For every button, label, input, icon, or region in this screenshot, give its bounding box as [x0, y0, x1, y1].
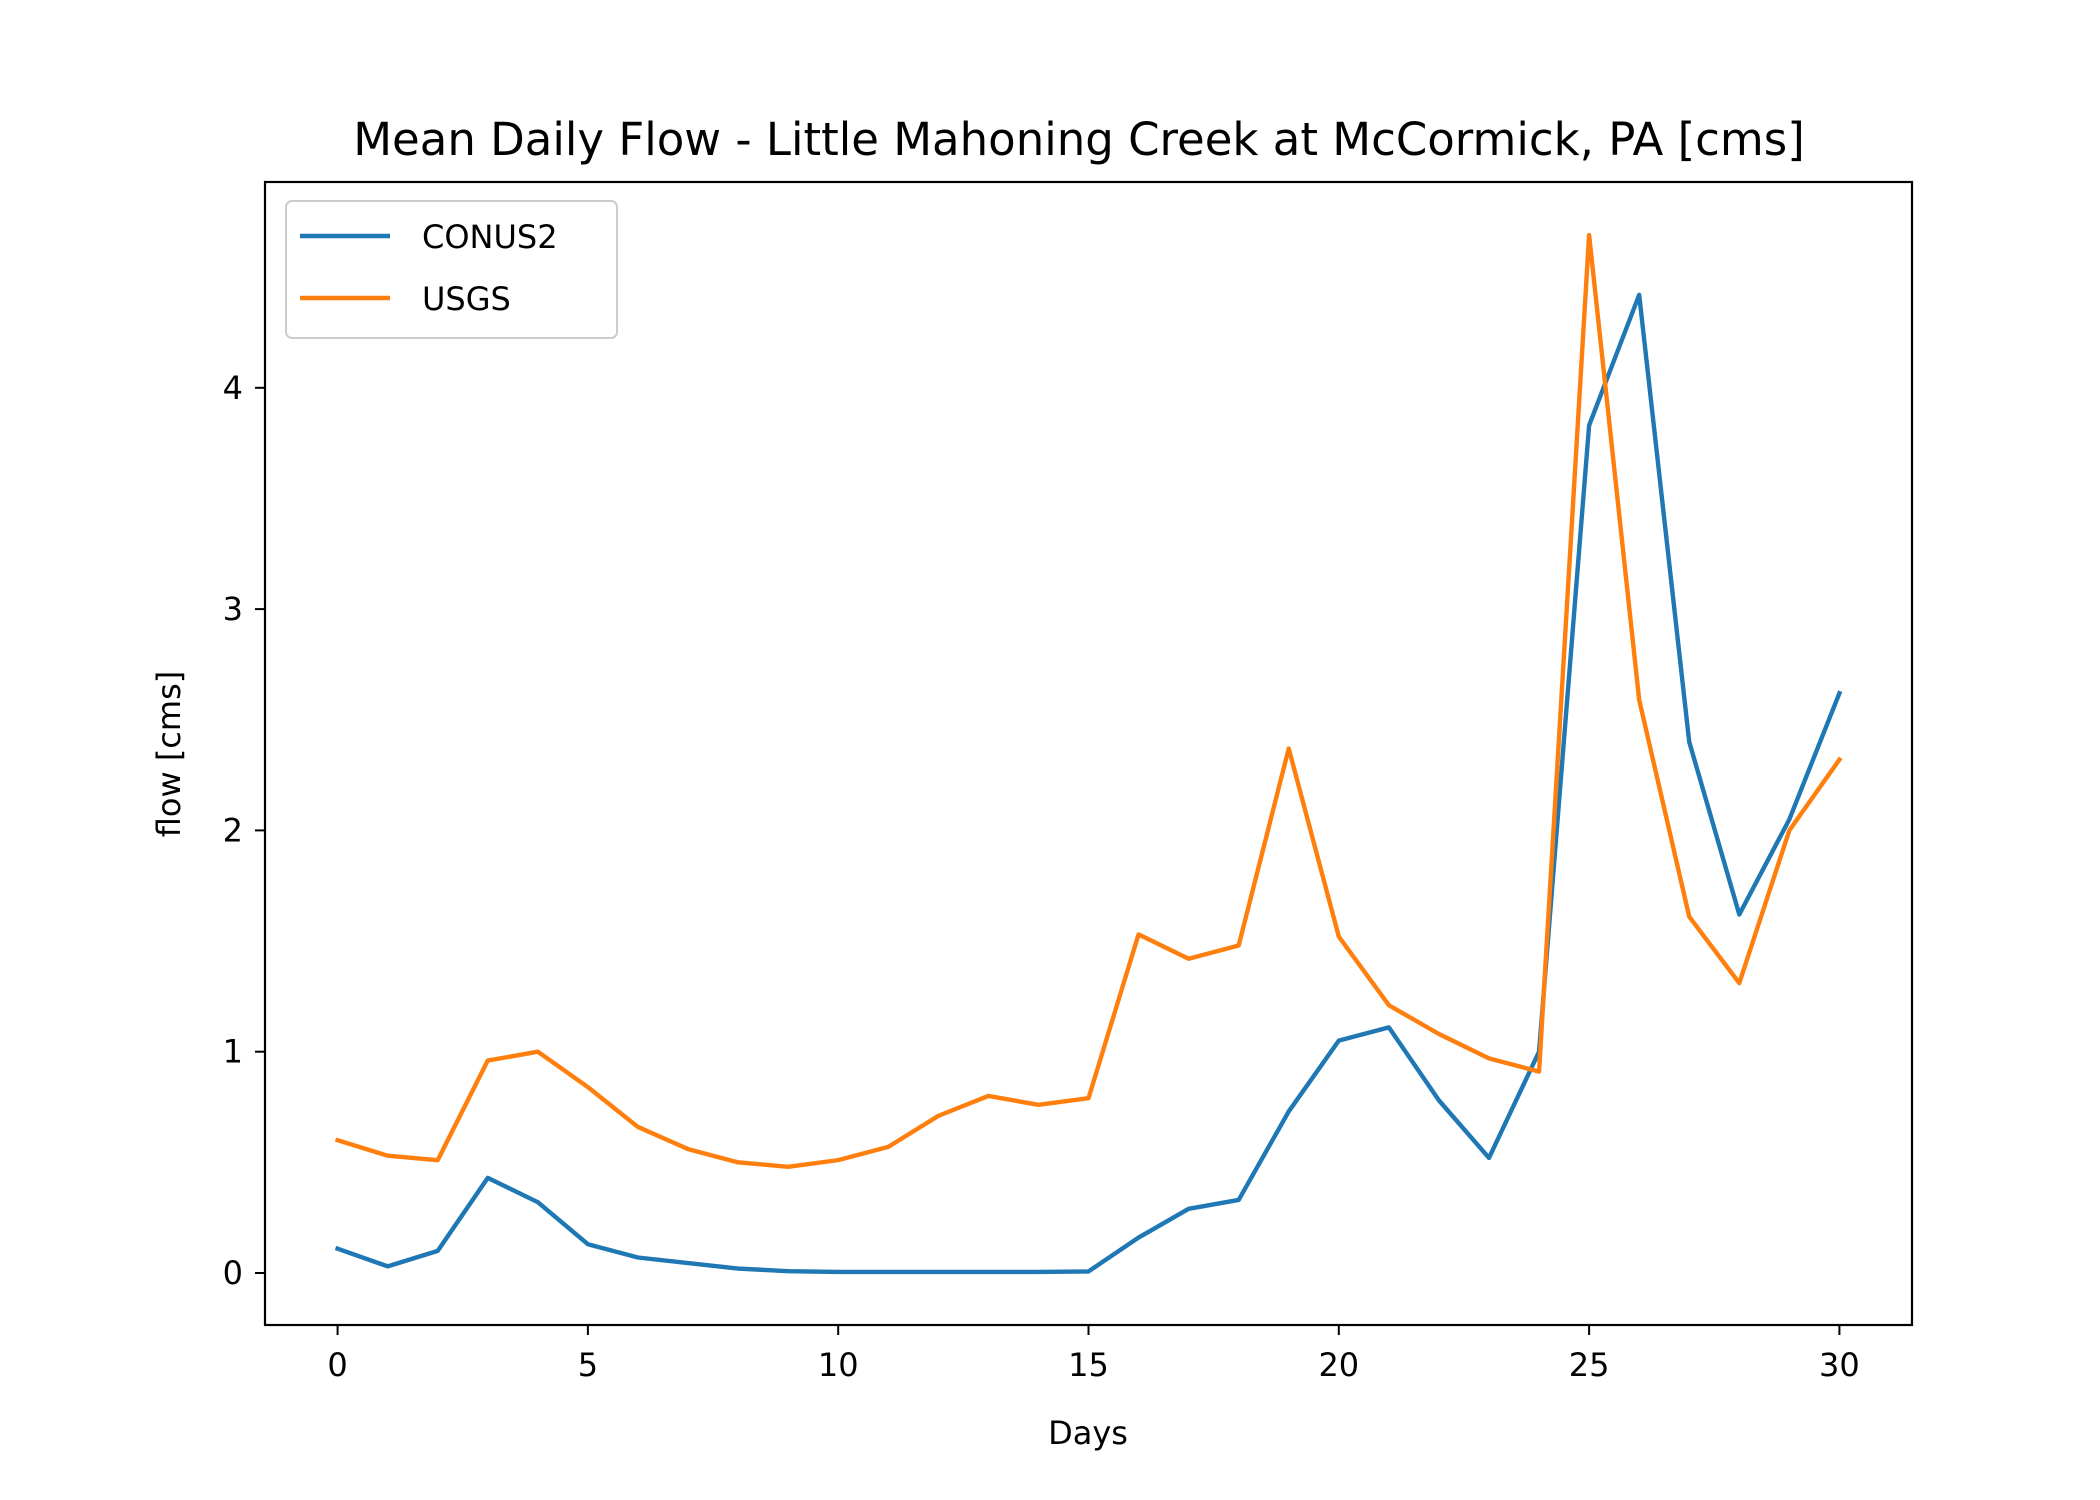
plot-area: [265, 182, 1912, 1325]
legend: CONUS2 USGS: [285, 200, 618, 339]
x-tick-label: 15: [1068, 1346, 1109, 1384]
y-tick-label: 1: [223, 1033, 243, 1071]
x-tick-label: 0: [327, 1346, 347, 1384]
y-tick-label: 4: [223, 369, 243, 407]
x-tick-label: 5: [578, 1346, 598, 1384]
series-line-conus2: [334, 292, 1843, 1275]
legend-label-conus2: CONUS2: [422, 218, 558, 256]
y-tick-label: 3: [223, 590, 243, 628]
x-axis-ticks: 0 5 10 15 20 25 30: [327, 1325, 1860, 1384]
chart-title: Mean Daily Flow - Little Mahoning Creek …: [353, 113, 1805, 166]
x-tick-label: 20: [1318, 1346, 1359, 1384]
y-tick-label: 0: [223, 1254, 243, 1292]
x-axis-label: Days: [1048, 1414, 1128, 1452]
x-tick-label: 25: [1569, 1346, 1610, 1384]
x-tick-label: 10: [818, 1346, 859, 1384]
series-lines: [334, 232, 1843, 1275]
x-tick-label: 30: [1819, 1346, 1860, 1384]
series-line-usgs: [334, 232, 1843, 1169]
y-tick-label: 2: [223, 811, 243, 849]
y-axis-label: flow [cms]: [150, 671, 188, 837]
legend-label-usgs: USGS: [422, 280, 511, 318]
y-axis-ticks: 0 1 2 3 4: [223, 369, 265, 1292]
